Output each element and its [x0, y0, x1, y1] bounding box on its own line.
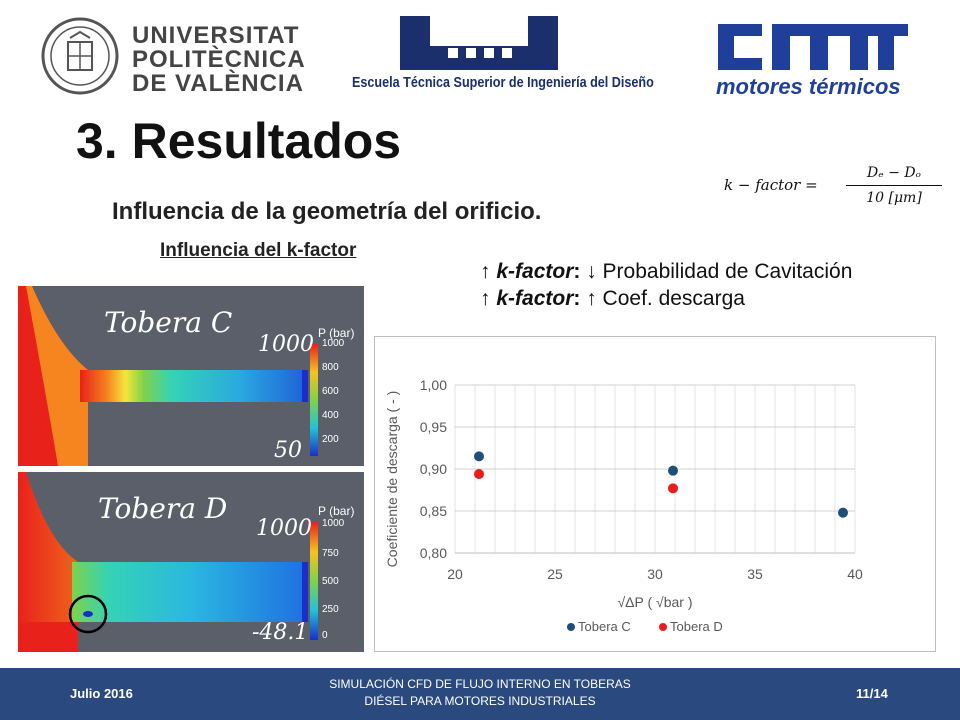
bullet-list: ↑ k-factor: ↓ Probabilidad de Cavitación… — [480, 258, 860, 312]
footer-title-line-2: DIÉSEL PARA MOTORES INDUSTRIALES — [364, 694, 596, 708]
chart-svg: 0,80 0,85 0,90 0,95 1,00 20 25 30 35 40 √ΔP ( √bar… — [384, 377, 863, 634]
colorbar-tick: 750 — [322, 548, 339, 559]
footer-page-number: 11/14 — [856, 686, 888, 701]
data-point — [474, 451, 484, 462]
section-subtitle: Influencia de la geometría del orificio. — [112, 198, 542, 225]
up-arrow-icon: ↑ — [480, 287, 497, 310]
x-tick-label: 40 — [847, 566, 863, 582]
y-tick-label: 0,95 — [420, 419, 447, 435]
footer-date: Julio 2016 — [70, 686, 133, 701]
colorbar-tick: 1000 — [322, 518, 345, 529]
x-tick-label: 35 — [747, 566, 763, 582]
upv-line-3: DE VALÈNCIA — [132, 70, 304, 97]
formula-denominator: 10 [μm] — [866, 190, 922, 206]
cmt-caption: motores térmicos — [716, 74, 901, 99]
x-axis-title: √ΔP ( √bar ) — [617, 594, 692, 610]
discharge-coefficient-chart: 0,80 0,85 0,90 0,95 1,00 20 25 30 35 40 √ΔP ( √bar… — [374, 336, 936, 652]
colorbar-title: P (bar) — [318, 504, 355, 518]
upv-seal-icon — [41, 17, 119, 95]
section-subsubtitle: Influencia del k-factor — [160, 240, 357, 261]
cavitation-highlight-circle — [68, 594, 108, 634]
upv-wordmark: UNIVERSITAT POLITÈCNICA DE VALÈNCIA — [132, 24, 306, 96]
sim-min-value: 50 — [274, 438, 302, 463]
sim-label: Tobera C — [104, 306, 233, 339]
colorbar-tick: 1000 — [322, 338, 345, 349]
pressure-field-c — [18, 286, 364, 466]
y-tick-label: 0,85 — [420, 503, 447, 519]
bullet-text: Coef. descarga — [602, 287, 745, 310]
pressure-field-d — [18, 472, 364, 652]
up-arrow-icon: ↑ — [480, 260, 497, 283]
sim-min-value: -48.1 — [252, 620, 309, 645]
colorbar-title: P (bar) — [318, 326, 355, 340]
k-factor-formula: k − factor = Dₑ − Dₒ 10 [μm] — [724, 162, 944, 214]
data-point — [838, 507, 848, 518]
legend-label: Tobera C — [578, 619, 631, 634]
up-arrow-icon: ↑ — [586, 287, 603, 310]
x-tick-label: 20 — [447, 566, 463, 582]
upv-line-1: UNIVERSITAT — [132, 22, 300, 49]
legend-label: Tobera D — [670, 619, 723, 634]
colorbar-tick: 500 — [322, 576, 339, 587]
formula-numerator: Dₑ − Dₒ — [867, 165, 921, 181]
simulation-tobera-d: Tobera D 1000 -48.1 P (bar) 1000 750 500… — [18, 472, 364, 652]
cmt-logo: motores térmicos — [712, 18, 912, 99]
bullet-item: ↑ k-factor: ↓ Probabilidad de Cavitación — [480, 260, 853, 283]
slide-title: 3. Resultados — [76, 113, 402, 169]
legend-marker — [659, 623, 667, 631]
bullet-text: Probabilidad de Cavitación — [602, 260, 853, 283]
upv-line-2: POLITÈCNICA — [132, 46, 306, 73]
cmt-mark-icon — [718, 24, 908, 70]
x-tick-label: 25 — [547, 566, 563, 582]
legend-marker — [567, 623, 575, 631]
etsid-logo: Escuela Técnica Superior de Ingeniería d… — [352, 16, 654, 98]
colorbar-tick: 0 — [322, 630, 328, 641]
simulation-tobera-c: Tobera C 1000 50 P (bar) 1000 800 600 40… — [18, 286, 364, 466]
bullet-term: k-factor — [496, 287, 574, 310]
bullet-term: k-factor — [496, 260, 574, 283]
colorbar-tick: 800 — [322, 362, 339, 373]
y-tick-label: 0,80 — [420, 545, 447, 561]
formula-fraction-bar — [846, 185, 942, 186]
data-point — [668, 483, 678, 494]
bullet-item: ↑ k-factor: ↑ Coef. descarga — [480, 287, 745, 310]
colorbar-tick: 250 — [322, 604, 339, 615]
etsid-caption: Escuela Técnica Superior de Ingeniería d… — [352, 74, 654, 91]
x-tick-label: 30 — [647, 566, 663, 582]
slide-footer: Julio 2016 SIMULACIÓN CFD DE FLUJO INTER… — [0, 668, 960, 720]
sim-max-value: 1000 — [256, 516, 312, 541]
formula-fraction: Dₑ − Dₒ 10 [μm] — [846, 162, 942, 209]
sim-max-value: 1000 — [258, 332, 314, 357]
formula-lhs: k − factor = — [724, 176, 818, 194]
etsid-mark-icon — [400, 16, 558, 70]
colorbar-tick: 200 — [322, 434, 339, 445]
footer-title: SIMULACIÓN CFD DE FLUJO INTERNO EN TOBER… — [300, 676, 660, 710]
data-point — [474, 469, 484, 480]
sim-label: Tobera D — [98, 492, 228, 525]
down-arrow-icon: ↓ — [586, 260, 603, 283]
y-tick-label: 1,00 — [420, 377, 447, 393]
colorbar-tick: 600 — [322, 386, 339, 397]
y-tick-label: 0,90 — [420, 461, 447, 477]
upv-logo: UNIVERSITAT POLITÈCNICA DE VALÈNCIA — [40, 16, 320, 96]
y-axis-title: Coeficiente de descarga ( - ) — [384, 391, 400, 568]
colorbar-tick: 400 — [322, 410, 339, 421]
data-point — [668, 465, 678, 476]
footer-title-line-1: SIMULACIÓN CFD DE FLUJO INTERNO EN TOBER… — [329, 677, 631, 691]
